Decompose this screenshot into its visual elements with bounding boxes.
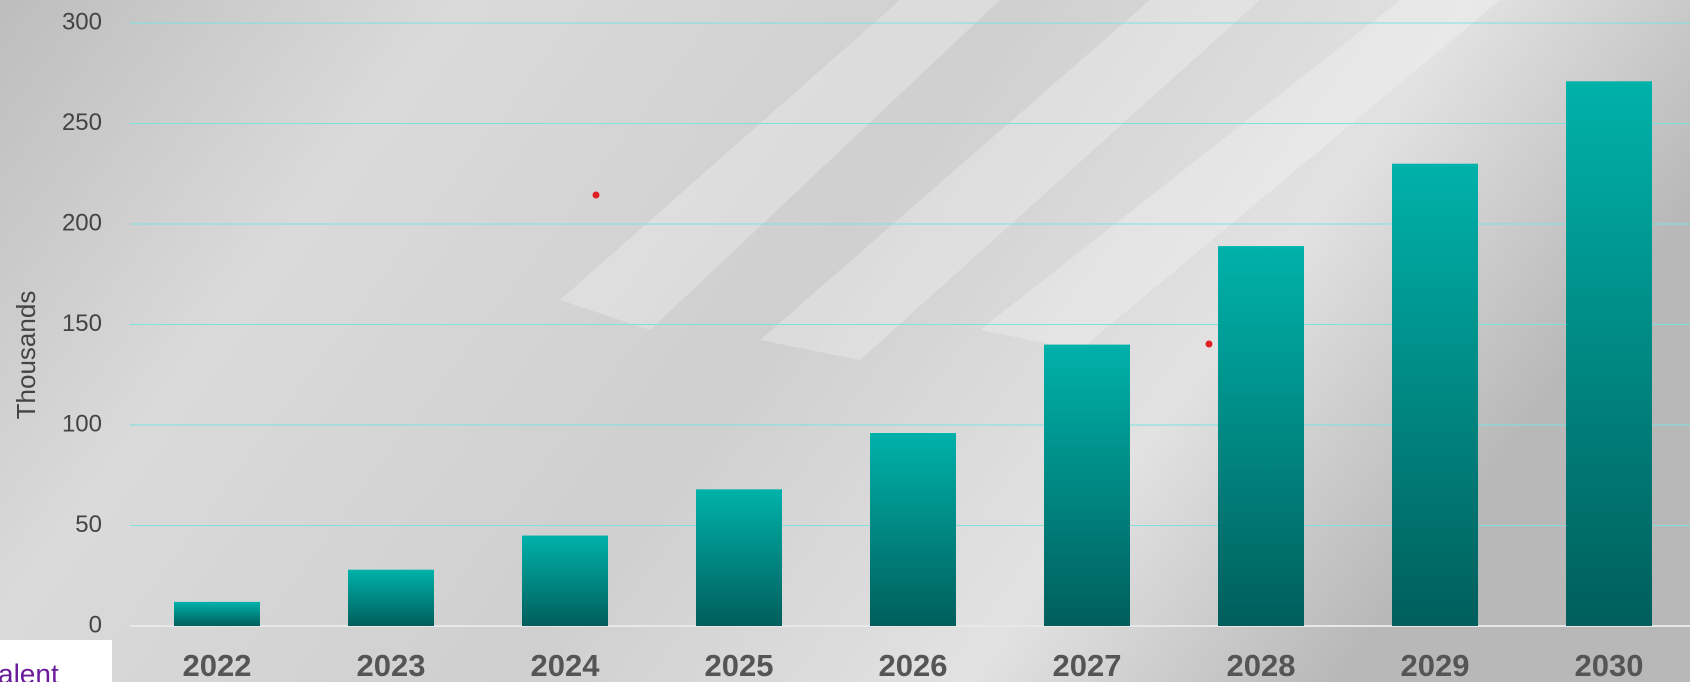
- y-tick-label: 100: [62, 410, 102, 437]
- y-tick-label: 300: [62, 8, 102, 35]
- y-axis-title: Thousands: [11, 291, 41, 420]
- y-tick-label: 0: [89, 611, 102, 638]
- x-tick-label: 2027: [1053, 648, 1122, 682]
- bar: [174, 601, 260, 626]
- bar: [1392, 163, 1478, 626]
- decor-dot: [592, 191, 600, 199]
- decor-dot: [1205, 340, 1213, 348]
- logo-text: alent: [0, 658, 59, 682]
- x-tick-label: 2024: [531, 648, 601, 682]
- bar: [348, 569, 434, 626]
- y-tick-label: 50: [75, 511, 102, 538]
- x-tick-label: 2030: [1575, 648, 1644, 682]
- y-tick-label: 200: [62, 209, 102, 236]
- x-tick-label: 2023: [357, 648, 426, 682]
- bar: [1218, 246, 1304, 627]
- bar: [522, 535, 608, 626]
- bar: [870, 433, 956, 626]
- x-tick-label: 2026: [879, 648, 948, 682]
- bar: [1566, 81, 1652, 627]
- x-tick-label: 2028: [1227, 648, 1296, 682]
- y-tick-label: 250: [62, 109, 102, 136]
- x-tick-label: 2025: [705, 648, 774, 682]
- background-photo-highlight: [560, 0, 1500, 360]
- x-tick-label: 2029: [1401, 648, 1470, 682]
- x-tick-label: 2022: [183, 648, 252, 682]
- y-tick-label: 150: [62, 310, 102, 337]
- bar: [1044, 344, 1130, 626]
- bar: [696, 489, 782, 626]
- logo-box: [0, 640, 112, 682]
